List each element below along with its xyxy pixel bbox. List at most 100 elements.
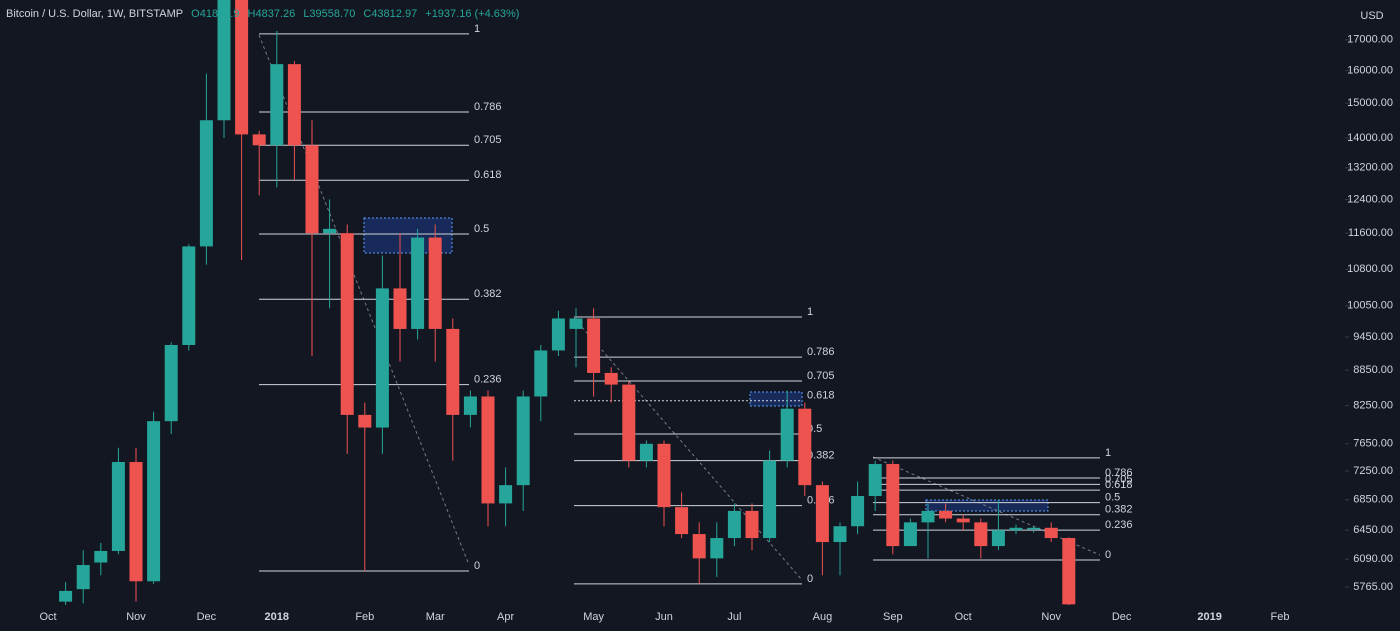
trend-line <box>258 34 470 566</box>
candle-body <box>868 464 882 497</box>
candle-body <box>481 396 495 504</box>
candle-body <box>428 237 442 329</box>
y-tick-label: 14000.00 <box>1347 132 1393 144</box>
axes: 17000.00 16000.00 15000.00 14000.00 13200.00… <box>39 34 1393 623</box>
fib-level-label: 1 <box>807 306 813 318</box>
highlight-box <box>749 391 803 407</box>
candle-body <box>798 408 812 486</box>
fib-level-label: 0.786 <box>474 101 502 113</box>
candle-body <box>763 460 777 539</box>
x-tick-label: Sep <box>883 611 903 623</box>
y-tick-label: 11600.00 <box>1348 227 1393 239</box>
candle-body <box>745 510 759 539</box>
candle-body <box>393 288 407 329</box>
highlight-box <box>363 217 453 254</box>
candle-body <box>287 64 301 146</box>
candle-body <box>182 246 196 345</box>
fib-level-label: 0.786 <box>807 346 835 358</box>
x-tick-label: Jul <box>727 611 741 623</box>
x-tick-label: Dec <box>197 611 217 623</box>
candle-body <box>59 590 73 602</box>
candle-body <box>375 288 389 428</box>
candle-body <box>76 565 90 590</box>
y-tick-label: 10050.00 <box>1347 300 1393 312</box>
candle-body <box>956 518 970 523</box>
y-tick-label: 17000.00 <box>1347 34 1393 46</box>
fib-level-label: 0.5 <box>474 223 489 235</box>
candle-body <box>1009 527 1023 531</box>
x-tick-label: Apr <box>497 611 514 623</box>
x-tick-label: Oct <box>955 611 972 623</box>
candle-body <box>463 396 477 415</box>
fib-level-label: 0.618 <box>807 390 835 402</box>
candle-body <box>147 421 161 582</box>
candle-body <box>94 550 108 563</box>
open-label: O41853.9 <box>191 8 240 20</box>
y-tick-label: 6090.00 <box>1353 553 1393 565</box>
plot-area: 10.7860.7050.6180.50.3820.236010.7860.70… <box>59 0 1133 605</box>
fib-level-label: 0.618 <box>1105 479 1133 491</box>
fib-level-label: 0.382 <box>1105 504 1133 516</box>
candle-body <box>939 510 953 519</box>
fib-level-label: 0.618 <box>474 169 502 181</box>
candle-body <box>604 372 618 385</box>
x-tick-label: Oct <box>39 611 56 623</box>
fib-level-label: 0.705 <box>474 134 502 146</box>
candle-body <box>851 496 865 527</box>
candle-body <box>516 396 530 486</box>
y-tick-label: 9450.00 <box>1353 331 1393 343</box>
header: Bitcoin / U.S. Dollar, 1W, BITSTAMP O418… <box>6 8 524 20</box>
candle-body <box>692 534 706 559</box>
x-tick-label: May <box>583 611 604 623</box>
y-tick-label: 8850.00 <box>1353 364 1393 376</box>
y-tick-label: 6850.00 <box>1353 494 1393 506</box>
candle-body <box>1027 527 1041 530</box>
candle-body <box>235 0 249 135</box>
candle-body <box>340 233 354 415</box>
candle-body <box>534 350 548 397</box>
y-tick-label: 8250.00 <box>1353 400 1393 412</box>
y-tick-label: 16000.00 <box>1347 64 1393 76</box>
candle-body <box>323 228 337 234</box>
fib-level-label: 0.705 <box>807 370 835 382</box>
candle-body <box>1044 527 1058 539</box>
fib-level-label: 0.236 <box>1105 519 1133 531</box>
candle-body <box>675 507 689 535</box>
candle-body <box>815 485 829 543</box>
candle-body <box>974 522 988 547</box>
y-tick-label: 13200.00 <box>1347 162 1393 174</box>
high-label: H4837.26 <box>247 8 296 20</box>
fib-level-label: 1 <box>474 23 480 35</box>
candle-body <box>164 344 178 422</box>
candle-body <box>270 64 284 146</box>
fib-level-label: 0.382 <box>474 288 502 300</box>
x-tick-label: 2019 <box>1197 611 1221 623</box>
x-tick-label: Feb <box>1271 611 1290 623</box>
candle-body <box>921 510 935 523</box>
y-tick-label: 12400.00 <box>1347 193 1393 205</box>
candle-body <box>780 408 794 461</box>
candle-body <box>252 134 266 146</box>
fib-level-label: 0.705 <box>1105 473 1133 485</box>
candle-body <box>551 318 565 351</box>
x-tick-label: Nov <box>1041 611 1061 623</box>
candle-body <box>886 464 900 547</box>
fib-level-label: 0.786 <box>1105 467 1133 479</box>
symbol-title: Bitcoin / U.S. Dollar, 1W, BITSTAMP <box>6 8 184 20</box>
y-tick-label: 7250.00 <box>1353 465 1393 477</box>
x-tick-label: Feb <box>355 611 374 623</box>
highlight-box <box>925 499 1049 512</box>
candle-body <box>1062 538 1076 605</box>
candle-body <box>358 414 372 428</box>
candle-body <box>710 538 724 559</box>
x-tick-label: Dec <box>1112 611 1132 623</box>
y-tick-label: 15000.00 <box>1347 97 1393 109</box>
y-tick-label: 10800.00 <box>1347 263 1393 275</box>
candle-body <box>111 461 125 551</box>
x-tick-label: Nov <box>126 611 146 623</box>
change-label: +1937.16 (+4.63%) <box>425 8 520 20</box>
candle-body <box>129 461 143 582</box>
fib-level-label: 0.5 <box>1105 492 1120 504</box>
candle-body <box>499 485 513 504</box>
